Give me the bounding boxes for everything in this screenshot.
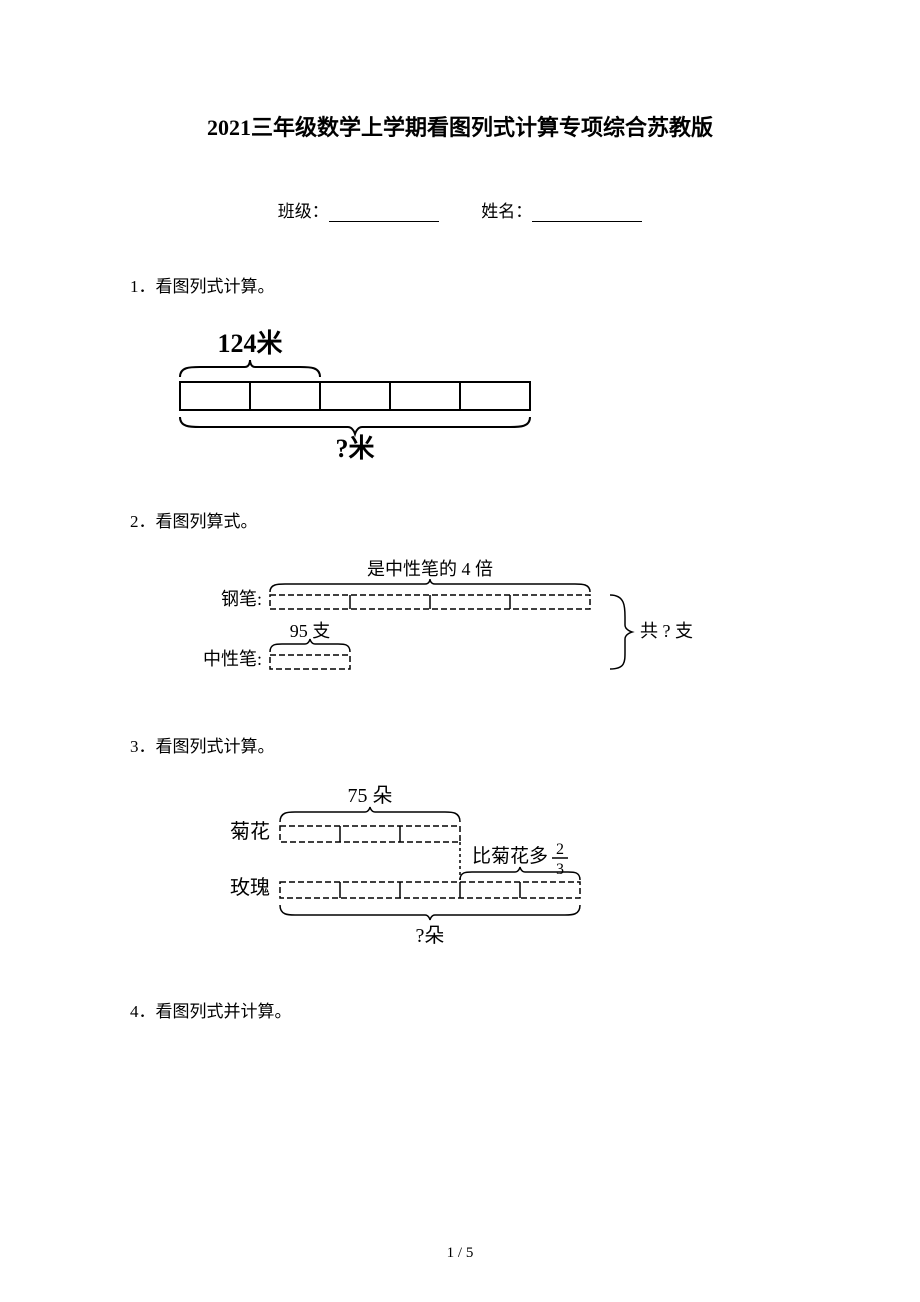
question-1: 1．看图列式计算。 xyxy=(130,272,790,297)
q2-num: 2． xyxy=(130,512,156,531)
class-blank[interactable] xyxy=(329,203,439,222)
name-blank[interactable] xyxy=(532,203,642,222)
q1-diagram: 124米 ?米 xyxy=(150,322,790,467)
q3-diagram: 75 朵 菊花 比菊花多 2 3 xyxy=(210,782,790,957)
page-title: 2021三年级数学上学期看图列式计算专项综合苏教版 xyxy=(130,110,790,142)
q4-text: 看图列式并计算。 xyxy=(156,1002,292,1021)
q2-multiplier: 是中性笔的 4 倍 xyxy=(367,559,493,579)
q4-num: 4． xyxy=(130,1002,156,1021)
question-3: 3．看图列式计算。 xyxy=(130,732,790,757)
q2-gel-count: 95 支 xyxy=(290,621,331,641)
question-4: 4．看图列式并计算。 xyxy=(130,997,790,1022)
q1-top-label: 124米 xyxy=(217,329,282,358)
q3-rose-label: 玫瑰 xyxy=(230,876,270,899)
q2-gel-label: 中性笔: xyxy=(203,649,262,669)
q2-text: 看图列算式。 xyxy=(156,512,258,531)
q3-frac-num: 2 xyxy=(556,841,564,858)
name-label: 姓名： xyxy=(481,202,532,221)
q3-more-prefix: 比菊花多 xyxy=(472,845,548,867)
q3-chrys-count: 75 朵 xyxy=(348,785,393,807)
q3-bottom-label: ?朵 xyxy=(416,925,445,947)
q3-text: 看图列式计算。 xyxy=(156,737,275,756)
q1-text: 看图列式计算。 xyxy=(156,277,275,296)
q1-num: 1． xyxy=(130,277,156,296)
question-2: 2．看图列算式。 xyxy=(130,507,790,532)
student-info-line: 班级： 姓名： xyxy=(130,197,790,222)
worksheet-page: 2021三年级数学上学期看图列式计算专项综合苏教版 班级： 姓名： 1．看图列式… xyxy=(0,0,920,1302)
page-number: 1 / 5 xyxy=(0,1245,920,1262)
q3-num: 3． xyxy=(130,737,156,756)
class-label: 班级： xyxy=(278,202,329,221)
q3-frac-den: 3 xyxy=(556,861,564,878)
q2-diagram: 是中性笔的 4 倍 钢笔: 95 支 中性笔: xyxy=(170,557,790,692)
q1-bottom-label: ?米 xyxy=(335,434,374,462)
q3-chrys-label: 菊花 xyxy=(230,820,270,843)
q2-pen-label: 钢笔: xyxy=(221,589,262,609)
q2-total-label: 共 ? 支 xyxy=(640,621,693,641)
